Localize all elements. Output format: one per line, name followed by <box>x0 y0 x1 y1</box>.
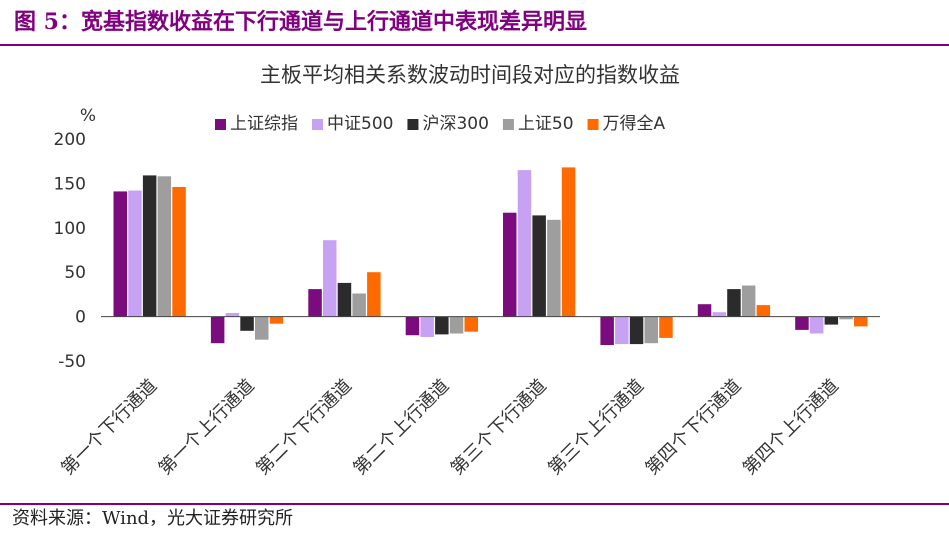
legend-swatch <box>587 119 599 130</box>
x-tick-label: 第一个上行通道 <box>155 375 259 479</box>
bar <box>517 170 532 317</box>
bar <box>464 316 478 332</box>
bar <box>600 316 614 345</box>
legend-label: 中证500 <box>327 114 393 134</box>
bar <box>449 316 464 334</box>
legend-label: 沪深300 <box>422 114 488 134</box>
bar <box>308 289 322 317</box>
y-tick-label: 50 <box>64 263 86 283</box>
bar-chart: 主板平均相关系数波动时间段对应的指数收益 % 上证综指 中证500 沪深300 上证5… <box>54 63 880 479</box>
x-tick-label: 第三个下行通道 <box>447 375 551 479</box>
bar <box>255 316 269 340</box>
y-tick-label: 150 <box>54 174 86 194</box>
bar <box>795 316 809 330</box>
bar <box>367 272 381 317</box>
bar <box>113 191 127 317</box>
y-tick-label: 0 <box>75 308 86 328</box>
y-tick-label: 100 <box>54 219 86 239</box>
x-tick-label: 第四个上行通道 <box>739 375 843 479</box>
legend: 上证综指 中证500 沪深300 上证50 万得全A <box>215 114 666 134</box>
title-divider <box>0 44 949 46</box>
bar <box>644 316 658 344</box>
bar <box>405 316 420 336</box>
chart-title: 主板平均相关系数波动时间段对应的指数收益 <box>260 63 680 87</box>
bar <box>269 316 284 324</box>
bar <box>210 316 225 344</box>
x-tick-label: 第二个上行通道 <box>349 375 453 479</box>
bar <box>352 293 366 317</box>
bar <box>727 289 741 317</box>
bar <box>532 215 546 317</box>
legend-swatch <box>215 119 226 130</box>
bar <box>503 212 517 317</box>
bar <box>839 316 853 320</box>
bar <box>756 305 771 317</box>
bar <box>712 312 726 317</box>
y-tick-label: 200 <box>54 130 86 150</box>
bar <box>741 285 756 317</box>
legend-label: 上证50 <box>518 114 574 134</box>
bar <box>697 304 712 317</box>
bar <box>561 167 576 317</box>
legend-label: 上证综指 <box>230 114 298 134</box>
bar <box>323 240 337 317</box>
x-axis-labels: 第一个下行通道第一个上行通道第二个下行通道第二个上行通道第三个下行通道第三个上行… <box>57 375 843 479</box>
bar <box>629 316 644 345</box>
bar <box>142 175 157 317</box>
bar <box>547 219 561 317</box>
source-divider <box>0 503 949 505</box>
bar <box>128 190 142 317</box>
bar <box>225 313 240 317</box>
bar <box>615 316 629 345</box>
bar <box>824 316 839 325</box>
x-tick-label: 第三个上行通道 <box>544 375 648 479</box>
legend-label: 万得全A <box>603 114 666 134</box>
bar <box>172 187 186 317</box>
legend-swatch <box>407 119 419 130</box>
y-axis: -50 0 50 100 150 200 <box>54 130 86 372</box>
bar <box>659 316 673 338</box>
source-note: 资料来源：Wind，光大证券研究所 <box>12 508 294 529</box>
bar <box>157 176 172 317</box>
legend-swatch <box>502 119 514 130</box>
bar <box>854 316 868 327</box>
y-tick-label: -50 <box>58 352 86 372</box>
x-tick-label: 第一个下行通道 <box>57 375 161 479</box>
y-axis-unit-label: % <box>80 106 96 126</box>
legend-swatch <box>312 119 323 130</box>
bar <box>435 316 449 335</box>
x-tick-label: 第四个下行通道 <box>642 375 746 479</box>
bar <box>240 316 254 331</box>
bar <box>809 316 824 334</box>
bar-series-group <box>113 167 868 345</box>
bar <box>337 282 352 317</box>
figure-title: 图 5：宽基指数收益在下行通道与上行通道中表现差异明显 <box>14 9 587 35</box>
bar <box>420 316 434 337</box>
x-tick-label: 第二个下行通道 <box>252 375 356 479</box>
